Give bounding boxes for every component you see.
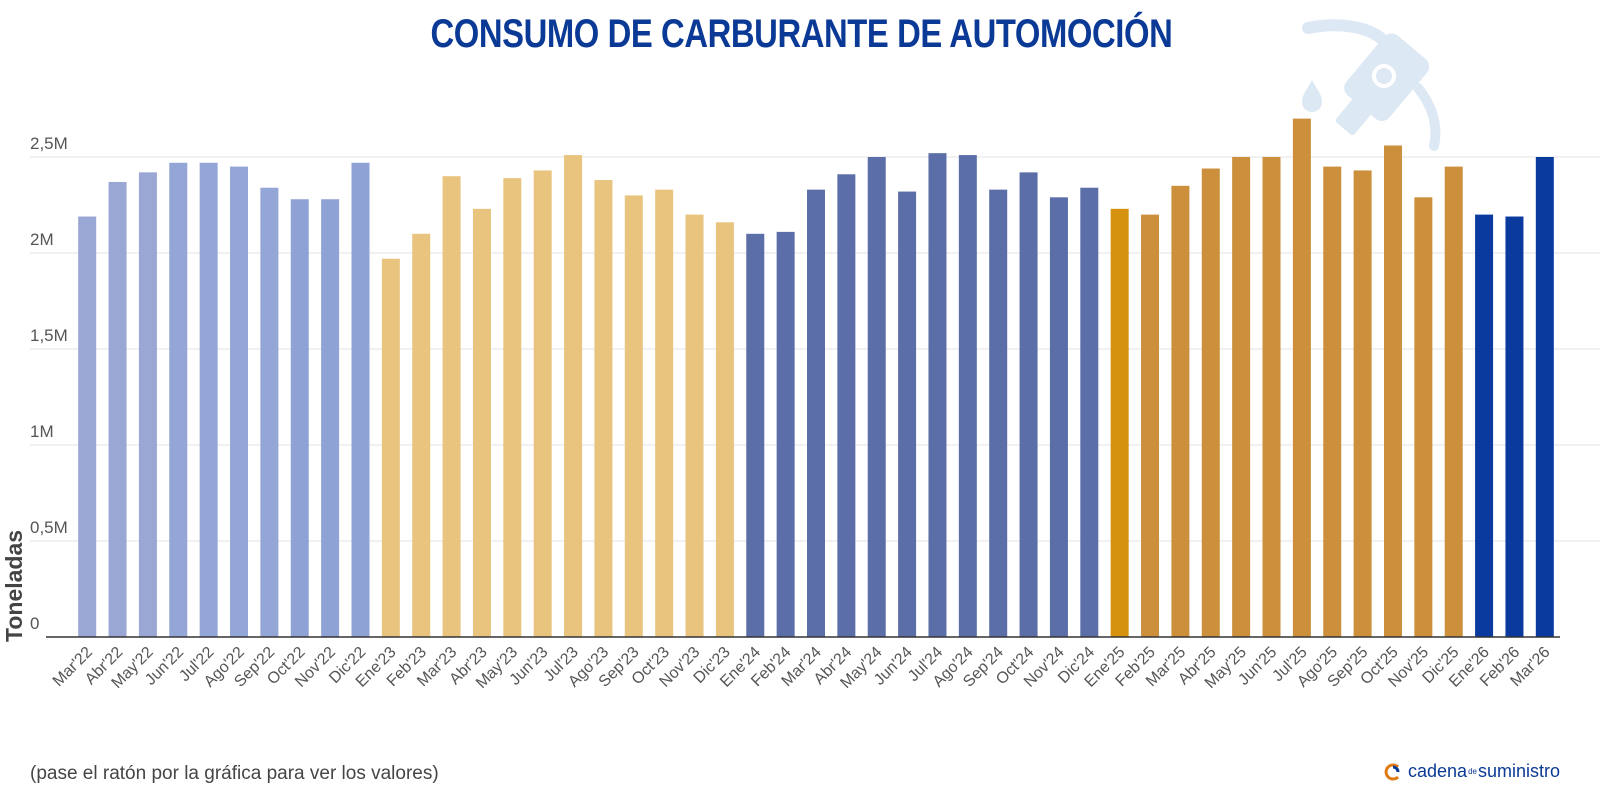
- brand-name-part1: cadena: [1408, 761, 1468, 781]
- bar: [1323, 166, 1342, 637]
- bar: [1141, 214, 1160, 637]
- bar: [290, 199, 309, 638]
- bar: [1049, 197, 1068, 637]
- bar: [564, 155, 583, 637]
- y-tick-label: 1M: [30, 422, 54, 441]
- bar: [381, 258, 400, 637]
- bar: [503, 178, 522, 637]
- brand-name-part3: suministro: [1477, 761, 1560, 781]
- bar: [776, 231, 795, 637]
- bar: [169, 162, 188, 637]
- fuel-pump-nozzle-icon: [1302, 19, 1441, 151]
- bar: [1201, 168, 1220, 637]
- chart-title: CONSUMO DE CARBURANTE DE AUTOMOCIÓN: [430, 12, 1173, 56]
- bar: [472, 208, 491, 637]
- bar: [715, 222, 734, 637]
- bar: [442, 176, 461, 637]
- bar: [138, 172, 157, 638]
- bar: [837, 174, 856, 637]
- bar: [260, 187, 279, 637]
- bar: [533, 170, 552, 637]
- bar: [867, 157, 886, 637]
- y-tick-label: 0: [30, 614, 39, 633]
- bar: [1353, 170, 1372, 637]
- bar: [199, 162, 218, 637]
- y-tick-label: 2,5M: [30, 134, 68, 153]
- bar: [1292, 118, 1311, 638]
- bar: [1414, 197, 1433, 637]
- bar: [1475, 214, 1494, 637]
- y-tick-label: 0,5M: [30, 518, 68, 537]
- bar: [78, 216, 97, 637]
- bar: [1019, 172, 1038, 638]
- hover-instruction: (pase el ratón por la gráfica para ver l…: [30, 763, 439, 784]
- bar: [1535, 157, 1554, 637]
- bar: [1383, 145, 1402, 638]
- bar: [685, 214, 704, 637]
- bar: [1171, 185, 1190, 638]
- bar: [1232, 157, 1251, 637]
- brand-name-part2: de: [1468, 767, 1477, 776]
- y-tick-label: 1,5M: [30, 326, 68, 345]
- bar: [1110, 208, 1129, 637]
- bar: [351, 162, 370, 637]
- bar: [1444, 166, 1463, 637]
- brand-logo-block: cadena de suministro: [1384, 761, 1560, 782]
- bar: [230, 166, 249, 637]
- brand-logo-icon: [1384, 763, 1400, 780]
- bar: [958, 155, 977, 637]
- y-axis-title: Toneladas: [1, 530, 27, 642]
- bar: [1262, 157, 1281, 637]
- bar: [746, 233, 765, 638]
- bar: [898, 191, 917, 637]
- bar-chart: 00,5M1M1,5M2M2,5MToneladasMar'22Abr'22Ma…: [1, 118, 1600, 692]
- bar: [1080, 187, 1099, 637]
- y-tick-label: 2M: [30, 230, 54, 249]
- bar: [928, 153, 947, 637]
- bar: [655, 189, 674, 637]
- bar: [321, 199, 340, 638]
- bar: [594, 180, 613, 638]
- bar: [412, 233, 431, 638]
- bar: [1505, 216, 1524, 637]
- bar: [807, 189, 825, 637]
- bar: [989, 189, 1008, 637]
- bar: [624, 195, 643, 637]
- bar: [108, 181, 127, 637]
